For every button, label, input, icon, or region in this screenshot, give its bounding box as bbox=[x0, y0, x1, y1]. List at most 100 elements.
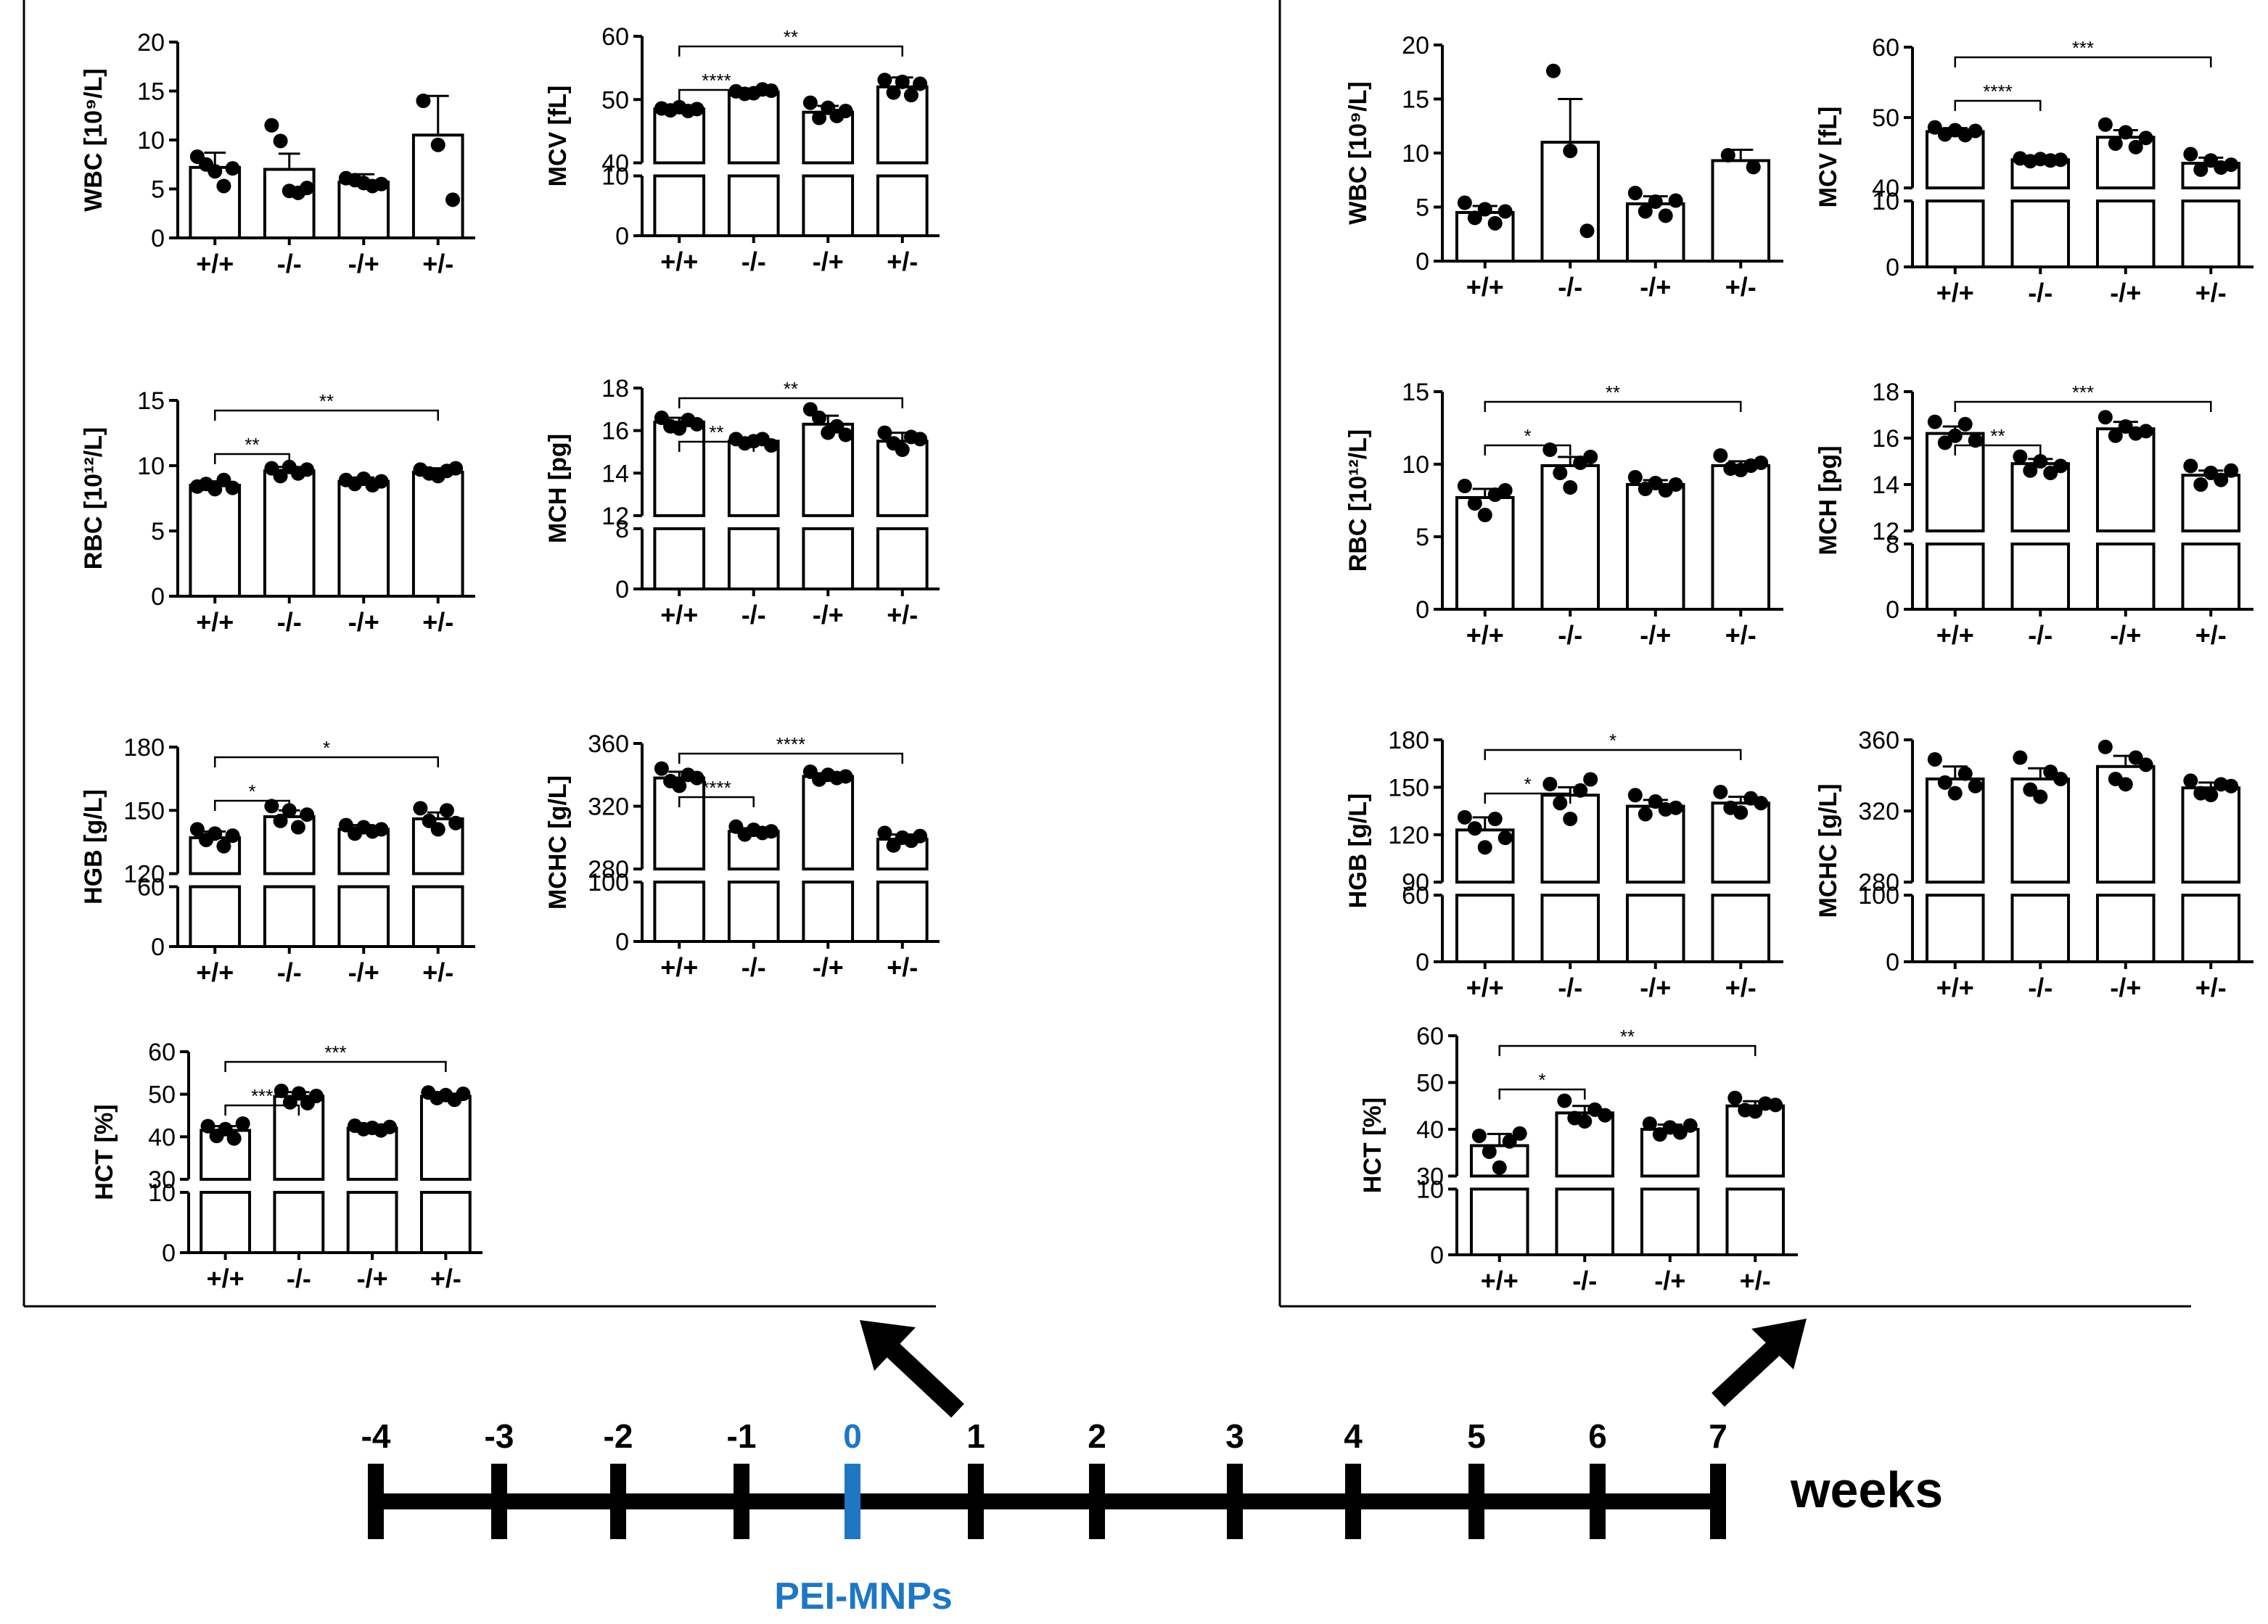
panel-frame-week0 bbox=[22, 0, 936, 1308]
y-tick-label: 360 bbox=[588, 730, 629, 758]
timeline-week-label: -4 bbox=[361, 1417, 391, 1455]
x-tick-label: -/- bbox=[277, 957, 302, 987]
x-tick-label: +/+ bbox=[660, 952, 698, 982]
data-point bbox=[1642, 1116, 1657, 1132]
data-point bbox=[1457, 809, 1472, 825]
y-tick-label: 50 bbox=[1872, 104, 1899, 132]
significance-bracket bbox=[1498, 1044, 1757, 1056]
data-point bbox=[812, 411, 827, 426]
significance-label: **** bbox=[702, 777, 731, 799]
data-point bbox=[2108, 428, 2123, 443]
data-point bbox=[1937, 775, 1952, 790]
arrow-to-week0-panel bbox=[860, 1320, 964, 1418]
bar-lower bbox=[727, 881, 780, 943]
data-point bbox=[189, 822, 205, 837]
bar-lower bbox=[727, 174, 780, 237]
y-tick-label: 60 bbox=[1402, 882, 1429, 910]
timeline: -4 -3 -2 -1 0 1 2 3 4 5 6 7 bbox=[361, 1417, 1727, 1539]
bar-lower bbox=[419, 1190, 472, 1255]
data-point bbox=[1947, 428, 1963, 443]
data-point bbox=[2203, 153, 2219, 168]
data-point bbox=[654, 761, 669, 776]
bar bbox=[346, 1126, 398, 1181]
bar-lower bbox=[1625, 894, 1685, 963]
significance-label: * bbox=[1538, 1069, 1545, 1091]
data-point bbox=[1947, 786, 1963, 801]
bar bbox=[200, 1129, 252, 1181]
data-point bbox=[2193, 162, 2209, 177]
bar-lower bbox=[727, 527, 780, 591]
data-point bbox=[439, 803, 454, 818]
y-tick-label: 360 bbox=[1858, 727, 1899, 754]
data-point bbox=[2203, 788, 2219, 803]
data-point bbox=[225, 480, 240, 495]
significance-label: * bbox=[1609, 730, 1616, 751]
data-point bbox=[1563, 144, 1578, 159]
significance-label: * bbox=[248, 780, 255, 802]
timeline-week-label: 4 bbox=[1344, 1417, 1363, 1455]
chart-wbc-0: 0 5 10 15 20 WBC [10⁹/L] +/+ -/- -/+ +/- bbox=[80, 29, 475, 279]
data-point bbox=[1748, 1104, 1763, 1119]
data-point bbox=[382, 1119, 398, 1134]
data-point bbox=[1627, 788, 1643, 803]
data-point bbox=[764, 438, 779, 453]
timeline-week-label: -3 bbox=[485, 1417, 514, 1455]
data-point bbox=[1668, 193, 1683, 208]
data-point bbox=[877, 825, 892, 841]
bar bbox=[2095, 427, 2156, 533]
timeline-week-label: 2 bbox=[1088, 1417, 1106, 1455]
data-point bbox=[838, 103, 853, 118]
x-tick-label: +/- bbox=[422, 957, 453, 987]
x-tick-label: -/- bbox=[1558, 272, 1582, 302]
bar bbox=[1640, 1127, 1700, 1178]
x-tick-label: -/+ bbox=[813, 247, 844, 276]
chart-wbc-7: 0 5 10 15 20 WBC [10⁹/L] +/+ -/- -/+ +/- bbox=[1344, 32, 1783, 302]
data-point bbox=[416, 94, 431, 108]
data-point bbox=[2224, 463, 2239, 478]
data-point bbox=[2193, 477, 2209, 492]
data-point bbox=[1477, 202, 1492, 217]
x-tick-label: +/+ bbox=[1936, 620, 1974, 650]
data-point bbox=[1672, 1125, 1688, 1140]
data-point bbox=[1471, 1128, 1487, 1143]
y-tick-label: 5 bbox=[151, 176, 165, 204]
x-tick-label: +/+ bbox=[196, 249, 234, 279]
data-point bbox=[448, 815, 464, 830]
data-point bbox=[2023, 782, 2038, 797]
significance-bracket bbox=[214, 756, 439, 767]
timeline-unit-label: weeks bbox=[1790, 1462, 1943, 1518]
data-point bbox=[1482, 1144, 1497, 1159]
timeline-week-label: 3 bbox=[1225, 1417, 1244, 1455]
data-point bbox=[1668, 477, 1683, 492]
data-point bbox=[2043, 764, 2058, 780]
y-tick-label: 15 bbox=[137, 387, 165, 415]
data-point bbox=[913, 828, 928, 844]
bar-lower bbox=[1925, 894, 1985, 963]
y-tick-label: 10 bbox=[137, 127, 165, 154]
y-tick-label: 50 bbox=[601, 86, 629, 114]
data-point bbox=[1733, 805, 1749, 820]
data-point bbox=[216, 838, 231, 854]
data-point bbox=[1746, 160, 1761, 175]
data-point bbox=[1457, 195, 1472, 210]
significance-label: *** bbox=[2072, 37, 2094, 59]
x-tick-label: -/+ bbox=[348, 607, 379, 637]
data-point bbox=[1648, 476, 1663, 490]
data-point bbox=[1512, 1126, 1527, 1141]
data-point bbox=[913, 432, 928, 447]
y-tick-label: 30 bbox=[148, 1166, 176, 1194]
data-point bbox=[1553, 796, 1568, 811]
y-tick-label: 8 bbox=[615, 516, 629, 543]
data-point bbox=[2053, 458, 2068, 474]
y-tick-label: 15 bbox=[137, 78, 165, 106]
data-point bbox=[1720, 147, 1735, 162]
data-point bbox=[448, 461, 464, 476]
bar-lower bbox=[263, 885, 316, 948]
bar-lower bbox=[2010, 199, 2071, 269]
y-tick-label: 60 bbox=[601, 23, 629, 51]
data-point bbox=[1467, 821, 1482, 836]
bar bbox=[263, 815, 316, 875]
data-point bbox=[2118, 125, 2133, 140]
